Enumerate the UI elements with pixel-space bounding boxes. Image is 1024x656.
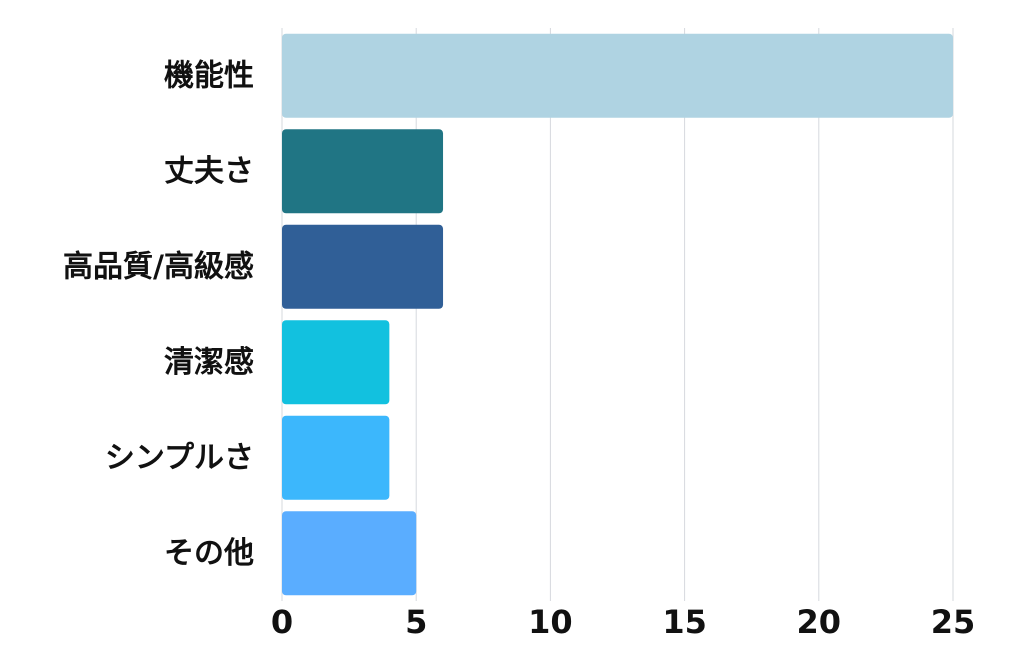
bar-6 [282, 511, 417, 596]
category-label: 高品質/高級感 [63, 249, 254, 284]
bar-2 [282, 129, 444, 214]
x-tick-label: 20 [797, 603, 842, 641]
bar-4 [282, 320, 390, 405]
x-tick-label: 10 [528, 603, 573, 641]
bar-1 [282, 33, 953, 118]
x-tick-label: 5 [405, 603, 427, 641]
bar-3 [282, 224, 444, 309]
category-label: 丈夫さ [164, 154, 254, 189]
x-axis-ticks: 0 5 10 15 20 25 [271, 603, 975, 641]
bars [282, 33, 953, 596]
x-tick-label: 25 [931, 603, 976, 641]
category-label: 機能性 [164, 58, 254, 93]
bar-5 [282, 415, 390, 500]
x-tick-label: 15 [662, 603, 707, 641]
gridlines [281, 28, 954, 601]
category-label: 清潔感 [164, 345, 254, 380]
x-tick-label: 0 [271, 603, 293, 641]
category-label: その他 [164, 536, 254, 571]
category-label: シンプルさ [105, 440, 254, 475]
